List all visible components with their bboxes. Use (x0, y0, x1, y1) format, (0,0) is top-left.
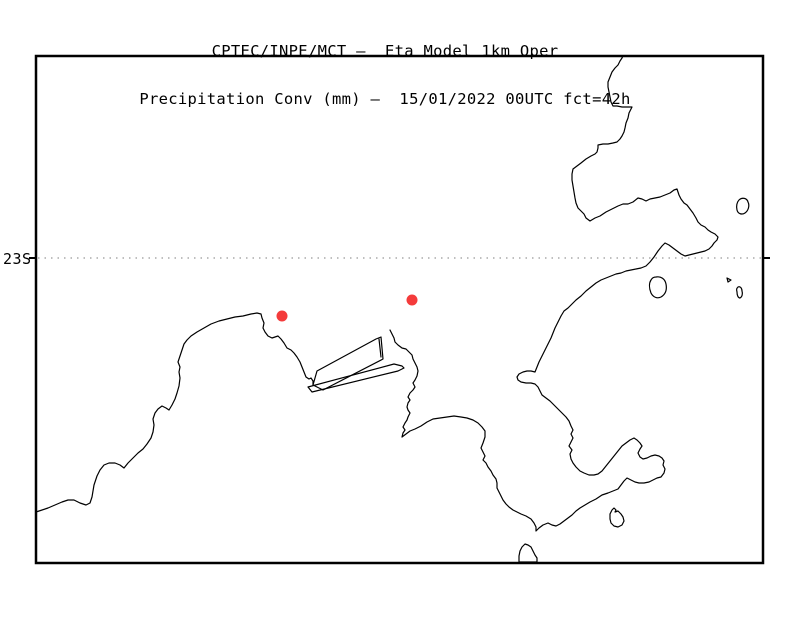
station-marker-east (406, 294, 418, 306)
island-bottom-border (518, 543, 538, 563)
island-northeast-oval (736, 197, 750, 215)
island-moela (609, 507, 625, 528)
latitude-label-23s: 23S (3, 250, 32, 268)
map-frame (34, 54, 765, 565)
coastline-mainland-west (35, 312, 314, 513)
port-channel-band (312, 336, 384, 391)
islet-small-slanted (735, 286, 743, 299)
coastline-east-guaruja-bertioga (389, 55, 719, 532)
island-bay-blob (648, 276, 667, 299)
title-line-2: Precipitation Conv (mm) – 15/01/2022 00U… (139, 90, 631, 108)
islet-tiny-triangle (726, 277, 732, 283)
station-marker-west (276, 310, 288, 322)
port-channel-lower-band (307, 363, 405, 393)
